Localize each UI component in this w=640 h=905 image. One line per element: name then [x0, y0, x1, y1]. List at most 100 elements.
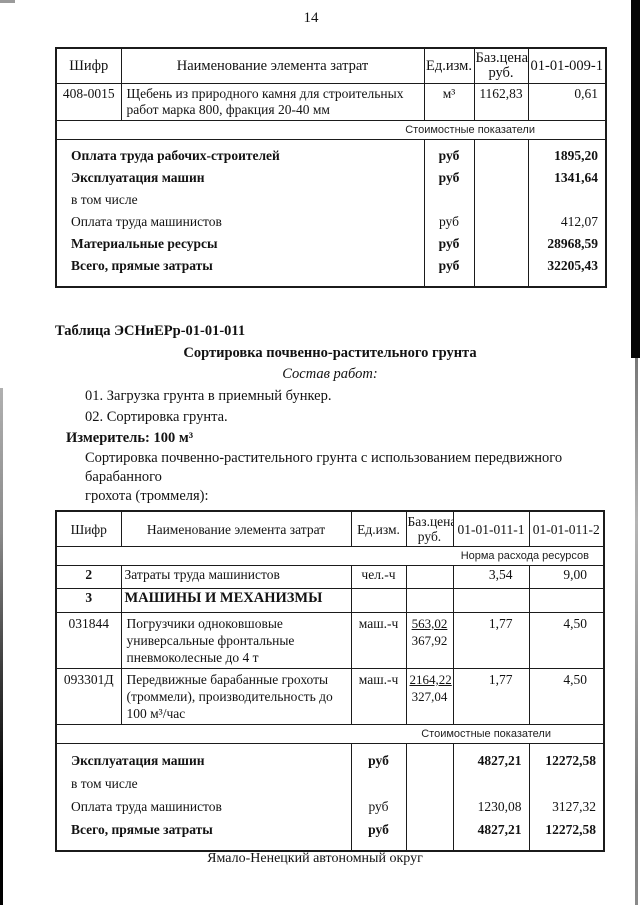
table-header-row: Шифр Наименование элемента затрат Ед.изм… [55, 47, 607, 84]
cell-name: МАШИНЫ И МЕХАНИЗМЫ [120, 588, 352, 613]
cost-indicators-label: Стоимостные показатели [56, 724, 604, 744]
cost-unit: руб [368, 822, 389, 837]
cost-indicators-label: Стоимостные показатели [56, 120, 606, 140]
cell-value-2 [528, 588, 605, 613]
cost-summary-block: Оплата труда рабочих-строителей Эксплуат… [55, 139, 607, 287]
cost-unit: руб [368, 799, 389, 814]
cost-value: 4827,21 [477, 753, 522, 768]
cell-unit [350, 588, 407, 613]
estimate-table-01-01-011: Шифр Наименование элемента затрат Ед.изм… [55, 510, 605, 852]
section-subtitle: Состав работ: [282, 366, 378, 382]
scan-artifact-right-line [635, 358, 638, 905]
cost-value [454, 772, 522, 795]
cost-label: Эксплуатация машин [71, 753, 205, 768]
cost-base-price-empty [473, 139, 529, 287]
cell-name: Передвижные барабанные грохоты (троммели… [120, 668, 352, 725]
table-row: 408-0015 Щебень из природного камня для … [55, 83, 607, 121]
cost-values: 1895,20 1341,64 412,07 28968,59 32205,43 [527, 139, 607, 287]
cost-value: 32205,43 [547, 258, 598, 273]
cost-indicators-band: Стоимостные показатели [56, 724, 604, 744]
cost-label: Материальные ресурсы [71, 236, 218, 251]
work-item: 01. Загрузка грунта в приемный бункер. [85, 388, 332, 404]
cell-code: 3 [55, 588, 122, 613]
table-row: 093301Д Передвижные барабанные грохоты (… [55, 668, 605, 725]
cost-unit: руб [368, 753, 389, 768]
cost-base-price-empty [405, 743, 454, 851]
section-table-label: Таблица ЭСНиЕРр-01-01-011 [55, 323, 246, 339]
header-norm-code-1: 01-01-011-1 [452, 510, 530, 547]
page-number: 14 [303, 10, 319, 26]
cost-value: 12272,58 [545, 753, 596, 768]
base-price-current: 2164,22 [409, 672, 452, 687]
cost-unit: руб [438, 214, 459, 229]
cell-name: Погрузчики одноковшовые универсальные фр… [120, 612, 352, 669]
header-norm-code-2: 01-01-011-2 [528, 510, 605, 547]
cell-base-price [405, 588, 454, 613]
cost-value: 12272,58 [545, 822, 596, 837]
header-code: Шифр [55, 510, 122, 547]
cost-unit [352, 772, 405, 795]
header-norm-code: 01-01-009-1 [527, 47, 607, 84]
cost-value: 412,07 [560, 214, 598, 229]
norm-band-label: Норма расхода ресурсов [56, 546, 604, 566]
cell-name: Затраты труда машинистов [120, 565, 352, 589]
section-title: Сортировка почвенно-растительного грунта [183, 345, 477, 361]
cost-indicators-band: Стоимостные показатели [56, 120, 606, 140]
header-code: Шифр [55, 47, 122, 84]
table-row: 3 МАШИНЫ И МЕХАНИЗМЫ [55, 588, 605, 613]
cell-value-1: 1,77 [452, 612, 530, 669]
cost-unit [425, 189, 473, 211]
description-line: грохота (троммеля): [85, 488, 209, 504]
cost-label: Оплата труда рабочих-строителей [71, 148, 280, 163]
cost-units: руб руб руб руб руб [423, 139, 475, 287]
cost-label: Оплата труда машинистов [71, 214, 222, 229]
cost-units: руб руб руб [350, 743, 407, 851]
header-unit: Ед.изм. [350, 510, 407, 547]
cell-unit: чел.-ч [350, 565, 407, 589]
cost-unit: руб [438, 170, 460, 185]
cost-label: в том числе [71, 192, 138, 207]
scan-artifact-right-strip [631, 0, 640, 358]
cost-label: в том числе [71, 776, 138, 791]
cost-unit: руб [438, 258, 460, 273]
cost-label: Оплата труда машинистов [71, 799, 222, 814]
cell-value-2: 4,50 [528, 612, 605, 669]
cost-value: 1230,08 [477, 799, 522, 814]
cell-value-2: 4,50 [528, 668, 605, 725]
norm-band: Норма расхода ресурсов [56, 546, 604, 566]
cell-code: 093301Д [55, 668, 122, 725]
meter-label: Измеритель: 100 м³ [66, 430, 194, 446]
scan-artifact-top-left [0, 0, 15, 3]
base-price-current: 563,02 [411, 616, 448, 631]
cell-base-price-fraction: 563,02 367,92 [405, 612, 454, 669]
cost-values-2: 12272,58 3127,32 12272,58 [528, 743, 605, 851]
description-line: Сортировка почвенно-растительного грунта… [85, 450, 563, 485]
work-item: 02. Сортировка грунта. [85, 409, 228, 425]
header-name: Наименование элемента затрат [120, 47, 425, 84]
table-row: 2 Затраты труда машинистов чел.-ч 3,54 9… [55, 565, 605, 589]
cost-value: 4827,21 [477, 822, 522, 837]
cost-label: Всего, прямые затраты [71, 822, 213, 837]
cost-label: Всего, прямые затраты [71, 258, 213, 273]
estimate-table-01-01-009: Шифр Наименование элемента затрат Ед.изм… [55, 47, 607, 288]
cost-value: 3127,32 [552, 799, 596, 814]
cell-base-price: 1162,83 [473, 83, 529, 121]
cell-code: 2 [55, 565, 122, 589]
header-base-price: Баз.цена руб. [473, 47, 529, 84]
cost-labels: Эксплуатация машин в том числе Оплата тр… [55, 743, 352, 851]
header-unit: Ед.изм. [423, 47, 475, 84]
cost-label: Эксплуатация машин [71, 170, 205, 185]
cell-base-price-fraction: 2164,22 327,04 [405, 668, 454, 725]
scan-artifact-left-line [0, 388, 3, 905]
cost-labels: Оплата труда рабочих-строителей Эксплуат… [55, 139, 425, 287]
cell-value-1: 3,54 [452, 565, 530, 589]
region-footer: Ямало-Ненецкий автономный округ [207, 851, 423, 866]
base-price-secondary: 367,92 [411, 633, 448, 648]
cell-value-2: 9,00 [528, 565, 605, 589]
cell-code: 031844 [55, 612, 122, 669]
header-base-price: Баз.цена руб. [405, 510, 454, 547]
cell-value-1 [452, 588, 530, 613]
cell-code: 408-0015 [55, 83, 122, 121]
base-price-secondary: 327,04 [411, 689, 448, 704]
cost-summary-block: Эксплуатация машин в том числе Оплата тр… [55, 743, 605, 851]
